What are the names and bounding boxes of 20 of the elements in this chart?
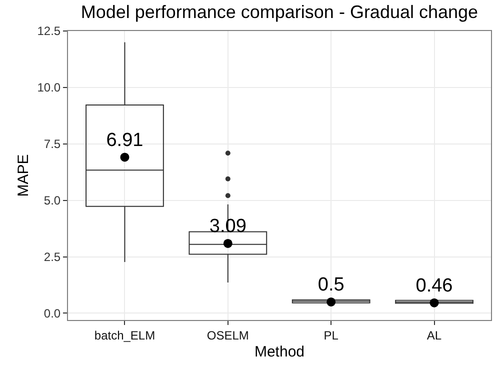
y-tick-label: 10.0 — [37, 80, 61, 95]
y-tick-label: 5.0 — [44, 194, 61, 208]
y-tick-label: 12.5 — [37, 24, 61, 38]
chart-title: Model performance comparison - Gradual change — [80, 2, 478, 22]
x-tick-label: OSELM — [206, 328, 249, 342]
data-label: 0.5 — [318, 274, 344, 296]
data-label: 6.91 — [106, 130, 144, 151]
point — [223, 238, 232, 248]
point — [430, 298, 439, 308]
y-tick-label: 0.0 — [44, 306, 61, 320]
point — [326, 297, 336, 306]
y-tick-label: 7.5 — [44, 137, 61, 152]
x-tick-label: batch_ELM — [94, 328, 156, 342]
data-label: 0.46 — [416, 275, 453, 296]
y-tick-label: 2.5 — [44, 250, 61, 264]
x-tick-label: PL — [324, 328, 339, 342]
x-axis-title: Method — [254, 343, 305, 360]
y-axis-title: MAPE — [15, 154, 32, 197]
x-tick-label: AL — [426, 328, 442, 342]
point — [120, 152, 130, 162]
